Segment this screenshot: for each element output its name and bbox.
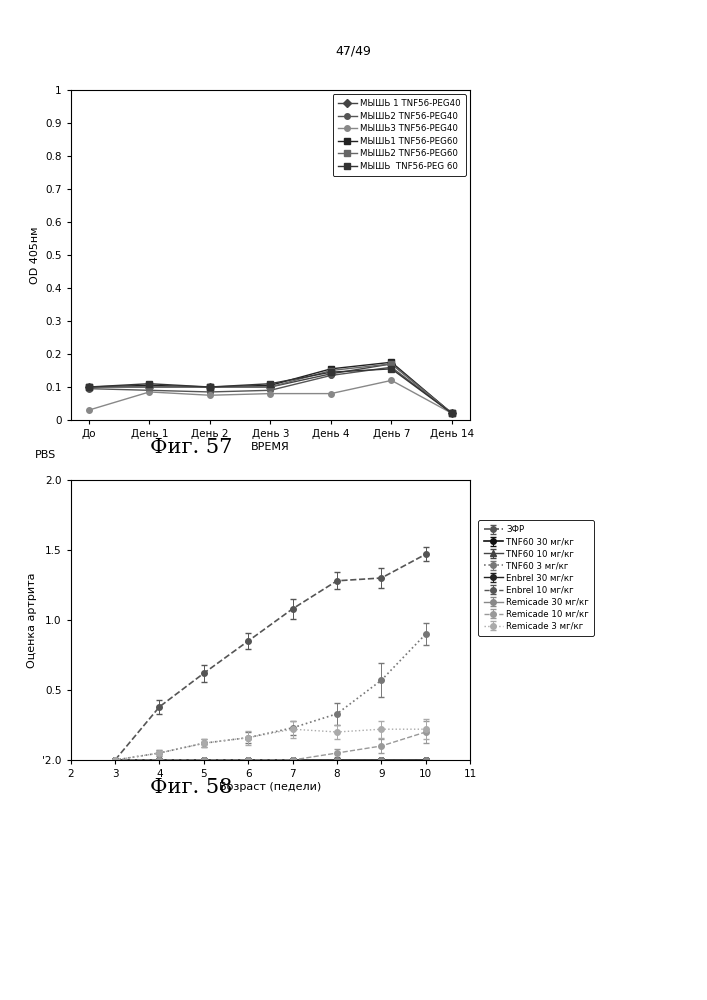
МЫШЬ1 TNF56-PEG60 bbox=[448, 407, 456, 419]
МЫШЬ3 TNF56-PEG40 bbox=[145, 386, 153, 398]
МЫШЬ1 TNF56-PEG60 bbox=[85, 381, 93, 393]
Line: МЫШЬ2 TNF56-PEG40: МЫШЬ2 TNF56-PEG40 bbox=[86, 364, 455, 416]
Text: 47/49: 47/49 bbox=[336, 45, 371, 58]
МЫШЬ3 TNF56-PEG40 bbox=[448, 407, 456, 419]
МЫШЬ  TNF56-PEG 60 bbox=[206, 381, 214, 393]
МЫШЬ2 TNF56-PEG40 bbox=[387, 361, 396, 373]
МЫШЬ  TNF56-PEG 60 bbox=[327, 366, 335, 378]
Line: МЫШЬ2 TNF56-PEG60: МЫШЬ2 TNF56-PEG60 bbox=[86, 361, 455, 416]
МЫШЬ2 TNF56-PEG60 bbox=[266, 381, 274, 393]
Line: МЫШЬ 1 TNF56-PEG40: МЫШЬ 1 TNF56-PEG40 bbox=[86, 361, 455, 416]
МЫШЬ3 TNF56-PEG40 bbox=[387, 374, 396, 386]
Legend: ЗФР, TNF60 30 мг/кг, TNF60 10 мг/кг, TNF60 3 мг/кг, Enbrel 30 мг/кг, Enbrel 10 м: ЗФР, TNF60 30 мг/кг, TNF60 10 мг/кг, TNF… bbox=[479, 520, 594, 636]
МЫШЬ1 TNF56-PEG60 bbox=[387, 356, 396, 368]
МЫШЬ2 TNF56-PEG40 bbox=[85, 383, 93, 395]
МЫШЬ1 TNF56-PEG60 bbox=[206, 381, 214, 393]
Text: Фиг. 57: Фиг. 57 bbox=[150, 438, 232, 457]
Line: МЫШЬ  TNF56-PEG 60: МЫШЬ TNF56-PEG 60 bbox=[86, 366, 455, 416]
МЫШЬ2 TNF56-PEG60 bbox=[387, 358, 396, 370]
МЫШЬ2 TNF56-PEG60 bbox=[448, 407, 456, 419]
МЫШЬ2 TNF56-PEG60 bbox=[327, 364, 335, 376]
МЫШЬ2 TNF56-PEG60 bbox=[145, 381, 153, 393]
МЫШЬ 1 TNF56-PEG40 bbox=[85, 381, 93, 393]
Y-axis label: Оценка артрита: Оценка артрита bbox=[27, 572, 37, 668]
МЫШЬ2 TNF56-PEG40 bbox=[206, 386, 214, 398]
МЫШЬ2 TNF56-PEG40 bbox=[448, 407, 456, 419]
МЫШЬ3 TNF56-PEG40 bbox=[206, 389, 214, 401]
МЫШЬ  TNF56-PEG 60 bbox=[145, 378, 153, 390]
Line: МЫШЬ3 TNF56-PEG40: МЫШЬ3 TNF56-PEG40 bbox=[86, 378, 455, 416]
МЫШЬ1 TNF56-PEG60 bbox=[327, 363, 335, 375]
Legend: МЫШЬ 1 TNF56-PEG40, МЫШЬ2 TNF56-PEG40, МЫШЬ3 TNF56-PEG40, МЫШЬ1 TNF56-PEG60, МЫШ: МЫШЬ 1 TNF56-PEG40, МЫШЬ2 TNF56-PEG40, М… bbox=[332, 94, 466, 176]
МЫШЬ 1 TNF56-PEG40 bbox=[206, 381, 214, 393]
МЫШЬ3 TNF56-PEG40 bbox=[266, 388, 274, 400]
МЫШЬ2 TNF56-PEG40 bbox=[145, 384, 153, 396]
МЫШЬ 1 TNF56-PEG40 bbox=[145, 381, 153, 393]
МЫШЬ  TNF56-PEG 60 bbox=[85, 381, 93, 393]
Y-axis label: OD 405нм: OD 405нм bbox=[30, 226, 40, 284]
МЫШЬ 1 TNF56-PEG40 bbox=[266, 381, 274, 393]
МЫШЬ2 TNF56-PEG60 bbox=[206, 381, 214, 393]
МЫШЬ  TNF56-PEG 60 bbox=[448, 407, 456, 419]
МЫШЬ2 TNF56-PEG40 bbox=[327, 369, 335, 381]
МЫШЬ2 TNF56-PEG40 bbox=[266, 384, 274, 396]
МЫШЬ 1 TNF56-PEG40 bbox=[327, 368, 335, 380]
МЫШЬ3 TNF56-PEG40 bbox=[327, 388, 335, 400]
МЫШЬ 1 TNF56-PEG40 bbox=[448, 407, 456, 419]
МЫШЬ 1 TNF56-PEG40 bbox=[387, 358, 396, 370]
X-axis label: ВРЕМЯ: ВРЕМЯ bbox=[251, 442, 290, 452]
X-axis label: Возраст (педели): Возраст (педели) bbox=[219, 782, 322, 792]
МЫШЬ1 TNF56-PEG60 bbox=[266, 379, 274, 391]
МЫШЬ3 TNF56-PEG40 bbox=[85, 404, 93, 416]
МЫШЬ  TNF56-PEG 60 bbox=[387, 363, 396, 375]
Line: МЫШЬ1 TNF56-PEG60: МЫШЬ1 TNF56-PEG60 bbox=[86, 359, 455, 416]
МЫШЬ1 TNF56-PEG60 bbox=[145, 379, 153, 391]
Text: PBS: PBS bbox=[35, 450, 57, 460]
МЫШЬ  TNF56-PEG 60 bbox=[266, 378, 274, 390]
МЫШЬ2 TNF56-PEG60 bbox=[85, 381, 93, 393]
Text: Фиг. 58: Фиг. 58 bbox=[150, 778, 232, 797]
